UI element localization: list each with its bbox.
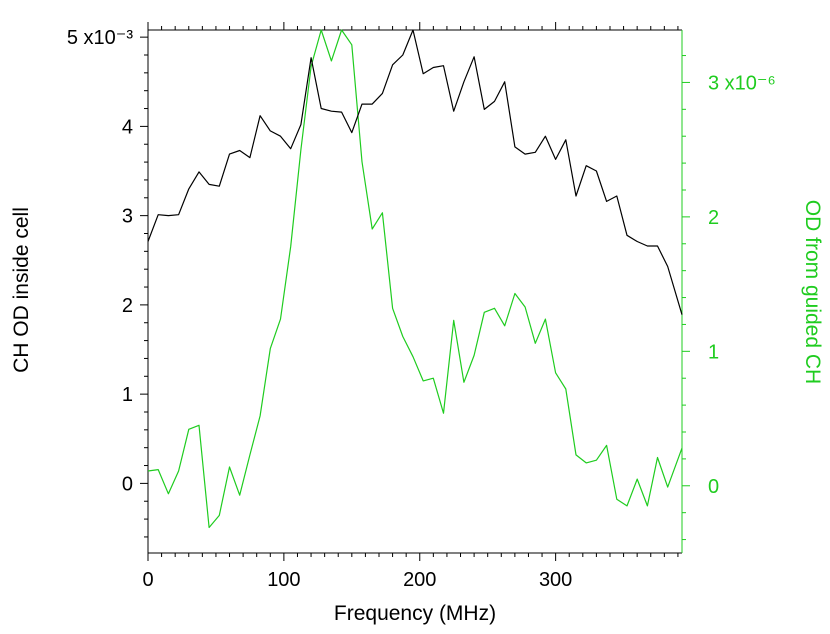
y-left-tick-label: 4	[122, 116, 133, 138]
y-right-tick-label: 3 x10⁻⁶	[708, 72, 776, 94]
y-right-tick-label: 0	[708, 476, 719, 498]
tick-labels: 0 100 200 300 0 1 2 3 4 5 x10⁻³ 0 1 2 3 x10⁻⁶	[67, 27, 776, 591]
y-left-tick-label: 3	[122, 206, 133, 228]
x-tick-label: 200	[403, 569, 436, 591]
series-layer	[147, 29, 683, 529]
right-y-axis-title: OD from guided CH	[801, 200, 824, 384]
y-right-tick-label: 1	[708, 341, 719, 363]
plot-frame	[147, 29, 683, 561]
left-y-axis-title: CH OD inside cell	[10, 207, 33, 373]
y-right-tick-label: 2	[708, 207, 719, 229]
series-line-right-axis	[147, 29, 683, 529]
x-axis-title: Frequency (MHz)	[334, 602, 496, 625]
y-left-tick-label: 1	[122, 384, 133, 406]
axis-ticks	[140, 22, 690, 561]
series-line-left-axis	[147, 29, 683, 315]
y-left-tick-label: 2	[122, 295, 133, 317]
y-left-tick-label: 0	[122, 473, 133, 495]
x-tick-label: 300	[539, 569, 572, 591]
y-left-tick-label: 5 x10⁻³	[67, 27, 133, 49]
x-tick-label: 0	[142, 569, 153, 591]
x-tick-label: 100	[267, 569, 300, 591]
